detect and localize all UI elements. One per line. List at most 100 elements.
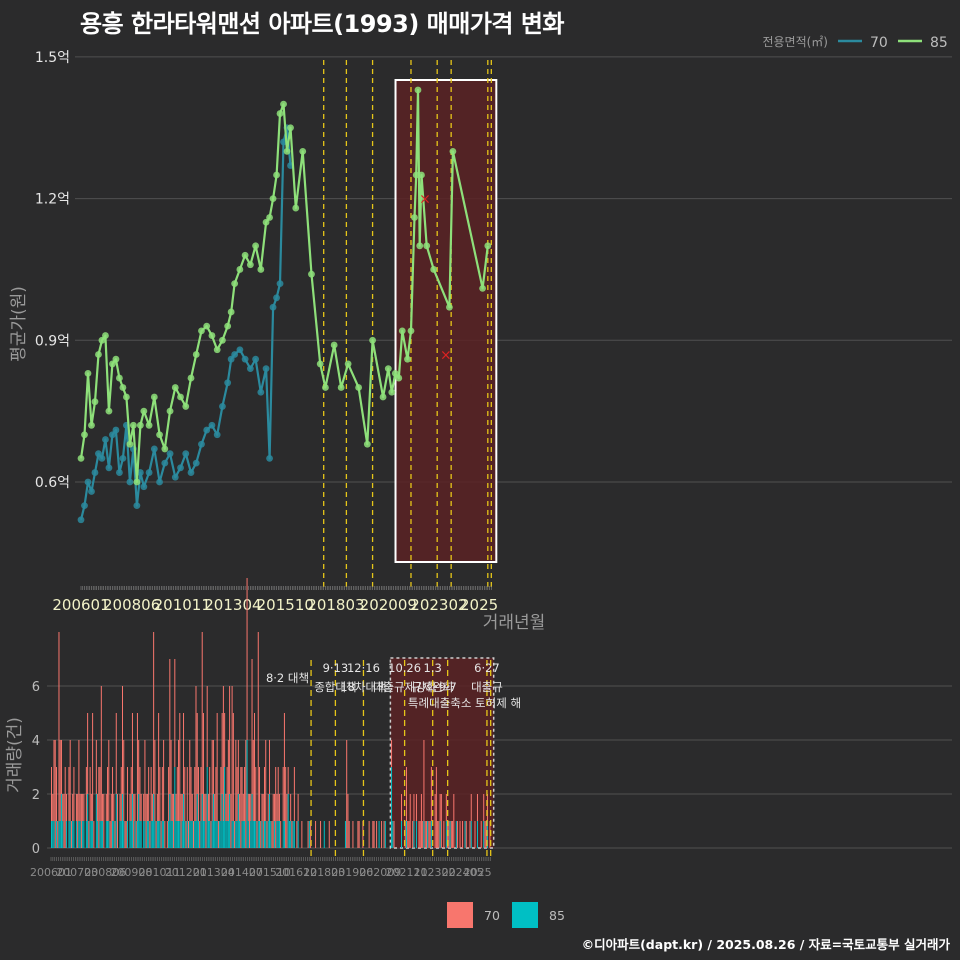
volume-bar-85 [153,794,155,848]
series-70-point [102,436,109,443]
series-85-point [479,284,486,292]
legend-label-85: 85 [930,35,948,51]
volume-bar-70 [240,767,242,848]
volume-bar-70 [161,767,163,821]
volume-bar-70 [186,767,188,821]
series-70-point [219,403,226,410]
volume-bar-70 [263,767,265,821]
volume-bar-70 [293,767,295,821]
volume-bar-85 [194,821,196,848]
volume-bar-70 [242,794,244,821]
volume-bar-85 [483,821,485,848]
volume-bar-85 [58,821,60,848]
series-85-point [161,445,169,453]
volume-bar-70 [245,740,247,848]
volume-bar-70 [261,794,263,821]
series-85-point [241,251,249,259]
volume-bar-70 [470,794,472,821]
volume-bar-70 [346,740,348,848]
volume-bar-70 [52,794,54,821]
volume-bar-85 [237,794,239,848]
volume-bar-85 [378,821,380,848]
volume-bar-70 [170,740,172,821]
volume-bar-85 [216,821,218,848]
series-85-point [145,421,153,429]
series-85-point [156,431,163,439]
volume-bar-85 [263,821,265,848]
volume-annotation: 10.26 [388,661,421,675]
series-85-point [308,270,315,278]
series-70-point [182,450,190,458]
price-x-axis-title: 거래년월 [483,613,546,633]
series-85-point [102,332,109,339]
volume-bar-70 [422,821,424,848]
volume-bar-70 [207,794,209,821]
volume-bar-70 [166,821,168,848]
volume-bar-70 [320,821,322,848]
volume-bar-70 [445,794,447,821]
volume-bar-85 [415,821,417,848]
volume-bar-70 [250,794,252,821]
volume-bar-70 [119,794,121,821]
volume-bar-70 [469,821,471,848]
series-70-point [252,355,259,363]
volume-bar-85 [241,821,243,848]
volume-bar-85 [225,821,227,848]
volume-bar-70 [123,740,125,821]
volume-bar-70 [236,767,238,821]
volume-bar-85 [89,821,91,848]
volume-bar-70 [287,767,289,794]
volume-bar-70 [130,767,132,821]
volume-bar-70 [440,794,442,848]
volume-annotation: 9·13 [323,661,349,675]
volume-bar-70 [126,767,128,821]
volume-legend: 70 85 [447,902,565,928]
series-85-point [98,336,106,344]
volume-bar-85 [464,821,466,848]
volume-bar-70 [77,794,79,848]
series-85-point [395,374,403,382]
volume-bar-70 [88,821,90,848]
volume-bar-70 [79,794,81,821]
volume-bar-85 [138,794,140,848]
volume-bar-70 [328,821,330,848]
volume-bar-70 [121,686,123,794]
volume-bar-70 [246,578,248,740]
series-70-point [192,459,200,467]
series-85-point [269,195,277,203]
volume-bar-85 [189,821,191,848]
volume-bar-85 [267,821,269,848]
volume-bar-70 [98,767,100,848]
volume-bar-85 [156,821,158,848]
series-85-point [116,374,123,382]
volume-bar-85 [439,821,441,848]
volume-bar-70 [154,740,156,821]
volume-bar-85 [423,821,425,848]
volume-bar-85 [179,821,181,848]
series-85-point [416,242,424,250]
volume-bar-70 [82,794,84,821]
series-85-point [292,204,300,212]
series-70-point [166,450,174,458]
volume-bar-85 [239,821,241,848]
volume-bar-70 [262,794,264,848]
series-70-point [231,351,239,358]
volume-bar-70 [205,794,207,848]
volume-bar-85 [401,821,403,848]
series-85-point [484,242,492,250]
volume-bar-70 [437,821,439,848]
series-70-point [84,478,92,486]
volume-bar-70 [413,794,415,821]
volume-bar-70 [401,794,403,821]
volume-bar-85 [168,821,170,848]
volume-bar-70 [252,740,254,821]
volume-bar-70 [484,821,486,848]
series-85-point [391,369,399,377]
volume-bar-70 [70,821,72,848]
volume-bar-85 [242,821,244,848]
volume-bar-85 [236,821,238,848]
volume-bar-85 [251,794,253,848]
volume-bar-70 [115,713,117,794]
volume-bar-70 [65,794,67,821]
volume-bar-70 [192,821,194,848]
